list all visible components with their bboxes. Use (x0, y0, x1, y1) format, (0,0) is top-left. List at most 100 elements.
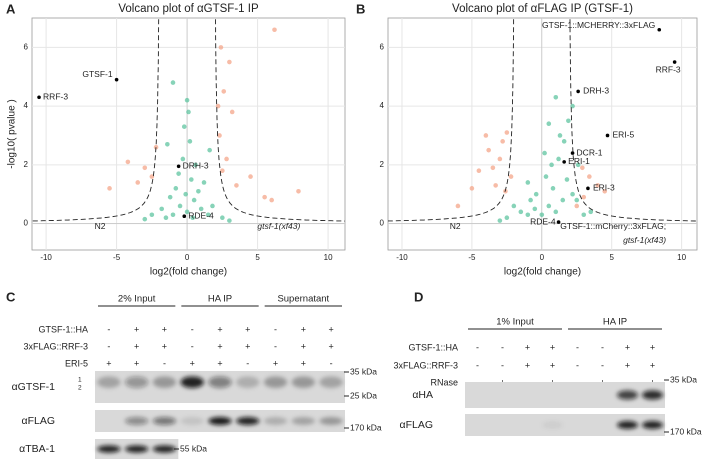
point (269, 197, 274, 203)
point (149, 212, 155, 218)
condition-label: ERI-5 (65, 358, 88, 368)
point-label: ERI-1 (568, 156, 590, 166)
point (588, 209, 594, 215)
sign: + (162, 341, 167, 351)
band (263, 417, 288, 425)
sign: + (134, 358, 139, 368)
point (218, 45, 224, 50)
point-label: DRH-3 (183, 161, 209, 171)
band (180, 376, 204, 388)
annotation: gtsf-1(xf43) (257, 221, 300, 231)
band (125, 445, 149, 453)
panel-letter: A (6, 1, 16, 16)
point (575, 162, 581, 168)
sign: + (134, 324, 139, 334)
point (296, 188, 301, 194)
size-marker: 25 kDa (350, 390, 377, 400)
y-tick-label: 0 (24, 219, 29, 228)
x-tick-label: 10 (677, 253, 686, 262)
point (672, 60, 677, 64)
point (180, 156, 186, 162)
point (581, 212, 587, 218)
point (525, 180, 531, 185)
x-tick-label: -10 (40, 253, 52, 262)
point (229, 109, 235, 115)
chart-title: Volcano plot of αGTSF-1 IP (118, 3, 259, 15)
sign: + (134, 341, 139, 351)
sign: - (163, 358, 166, 368)
point (657, 27, 662, 32)
point-label: RDE-4 (188, 210, 214, 220)
group-label: HA IP (603, 317, 627, 328)
band (208, 376, 232, 388)
point (497, 218, 503, 223)
point (570, 103, 575, 109)
x-tick-label: 5 (609, 253, 614, 262)
threshold-curve (215, 18, 345, 222)
point (201, 180, 207, 185)
band (319, 417, 343, 425)
point (210, 203, 215, 209)
point (176, 171, 181, 176)
sign: + (625, 342, 630, 352)
annotation: N2 (450, 221, 461, 231)
sign: + (106, 358, 111, 368)
sign: - (274, 341, 277, 351)
sign: - (107, 341, 110, 351)
annotation: GTSF-1::mCherry::3xFLAG; (560, 221, 666, 231)
sign: + (273, 358, 278, 368)
antibody-label: αTBA-1 (19, 443, 55, 455)
annotation: N2 (95, 221, 106, 231)
y-axis-label: -log10( pvalue ) (7, 99, 18, 168)
sign: - (476, 360, 479, 370)
point (135, 180, 141, 185)
point (125, 159, 131, 165)
band (291, 417, 316, 425)
sign: - (246, 358, 249, 368)
size-marker: 170 kDa (350, 422, 382, 432)
condition-label: 3xFLAG::RRF-3 (23, 341, 88, 351)
point (553, 209, 559, 215)
point-label: RRF-3 (43, 92, 68, 102)
point (556, 156, 561, 162)
point (193, 162, 198, 168)
y-tick-label: 6 (380, 42, 385, 51)
point (490, 165, 496, 171)
point-label: DRH-3 (583, 86, 609, 96)
panel-letter: C (6, 289, 16, 304)
point (170, 212, 176, 218)
sign: - (274, 324, 277, 334)
band (152, 445, 177, 453)
x-tick-label: 5 (255, 253, 260, 262)
point (182, 214, 187, 219)
band (617, 390, 638, 400)
antibody-label: αHA (412, 389, 433, 401)
band (152, 376, 177, 388)
point (566, 118, 571, 124)
point (107, 186, 112, 191)
size-marker: 35 kDa (350, 366, 377, 376)
point (561, 139, 567, 144)
point (564, 177, 570, 182)
sign: - (107, 324, 110, 334)
sign: + (245, 341, 250, 351)
band (542, 421, 563, 429)
sign: + (301, 358, 306, 368)
y-tick-label: 0 (380, 219, 385, 228)
antibody-label: αGTSF-1 (12, 381, 56, 393)
point (504, 130, 510, 135)
points (37, 27, 301, 223)
point (570, 151, 575, 155)
point (234, 183, 239, 188)
sign: + (550, 360, 555, 370)
point (553, 94, 559, 100)
x-tick-label: -5 (468, 253, 476, 262)
group-label: Supernatant (277, 294, 329, 305)
point (546, 121, 552, 127)
point (272, 27, 277, 33)
sign: - (191, 324, 194, 334)
point (181, 124, 187, 129)
x-tick-label: -10 (396, 253, 408, 262)
point (493, 183, 498, 188)
point (37, 95, 41, 100)
